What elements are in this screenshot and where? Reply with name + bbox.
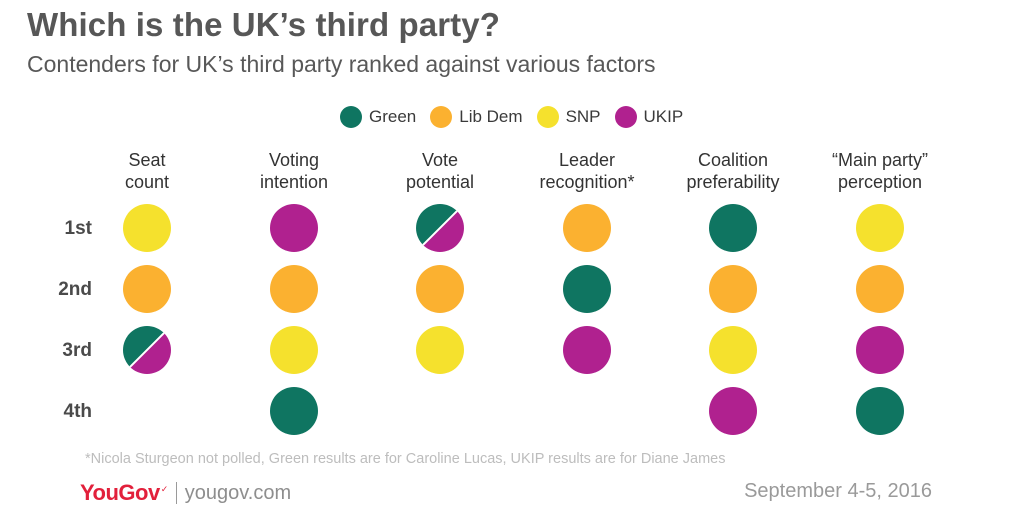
rank-dot-ukip <box>563 326 611 374</box>
footnote: *Nicola Sturgeon not polled, Green resul… <box>85 451 726 467</box>
rank-dot-half-ukip <box>423 211 464 252</box>
brand: YouGov✓ yougov.com <box>80 480 291 506</box>
site-url[interactable]: yougov.com <box>184 481 292 504</box>
logo-mark: ✓ <box>160 483 169 494</box>
column-header: intention <box>260 172 328 192</box>
column-header: Coalition <box>698 150 768 170</box>
legend-item-snp: SNP <box>536 106 601 128</box>
rank-dot-snp <box>416 326 464 374</box>
rank-dot-green <box>709 204 757 252</box>
legend-item-ukip: UKIP <box>614 106 684 128</box>
column-header: “Main party” <box>832 150 928 170</box>
column-header: perception <box>838 172 922 192</box>
rank-dot-snp <box>856 204 904 252</box>
rank-dot-ukip <box>856 326 904 374</box>
rank-dot-lib-dem <box>709 265 757 313</box>
rank-dot-half-ukip <box>130 333 171 374</box>
column-header: Voting <box>269 150 319 170</box>
legend-label: SNP <box>565 107 601 126</box>
brand-divider <box>175 482 177 504</box>
rank-dot-lib-dem <box>270 265 318 313</box>
split-divider <box>422 210 458 246</box>
survey-date: September 4-5, 2016 <box>744 480 932 502</box>
rank-dot-lib-dem <box>416 265 464 313</box>
logo-text: YouGov <box>80 480 160 505</box>
rank-dot-snp <box>270 326 318 374</box>
row-label: 4th <box>64 401 93 422</box>
rank-dot-half-green <box>416 204 457 245</box>
rank-dot-half-green <box>122 326 164 367</box>
rank-dot-green <box>856 387 904 435</box>
yougov-logo: YouGov✓ <box>80 480 168 506</box>
legend-swatch-lib-dem <box>430 106 453 128</box>
chart-title: Which is the UK’s third party? <box>27 6 500 43</box>
legend-label: Lib Dem <box>459 107 523 126</box>
column-header: recognition* <box>539 172 634 192</box>
column-header: Vote <box>422 150 458 170</box>
column-header: preferability <box>686 172 779 192</box>
legend: Green Lib Dem SNP UKIP <box>340 103 697 131</box>
row-label: 3rd <box>62 340 92 361</box>
column-header: Seat <box>128 150 165 170</box>
column-header: Leader <box>559 150 615 170</box>
legend-swatch-snp <box>536 106 559 128</box>
rank-dot-ukip <box>709 387 757 435</box>
rank-dot-snp <box>709 326 757 374</box>
legend-swatch-green <box>340 106 362 128</box>
column-header: count <box>125 172 169 192</box>
legend-label: Green <box>369 107 417 126</box>
legend-item-lib-dem: Lib Dem <box>430 106 523 128</box>
split-divider <box>129 332 165 368</box>
rank-dot-ukip <box>270 204 318 252</box>
rank-dot-green <box>563 265 611 313</box>
rank-dot-lib-dem <box>856 265 904 313</box>
column-header: potential <box>406 172 474 192</box>
row-label: 2nd <box>58 279 92 300</box>
rank-dot-snp <box>123 204 171 252</box>
rank-dot-lib-dem <box>563 204 611 252</box>
row-label: 1st <box>65 218 93 239</box>
legend-swatch-ukip <box>614 106 637 128</box>
rank-dot-lib-dem <box>123 265 171 313</box>
rank-dot-green <box>270 387 318 435</box>
chart-subtitle: Contenders for UK’s third party ranked a… <box>27 51 656 77</box>
legend-label: UKIP <box>643 107 684 126</box>
legend-item-green: Green <box>340 106 416 128</box>
